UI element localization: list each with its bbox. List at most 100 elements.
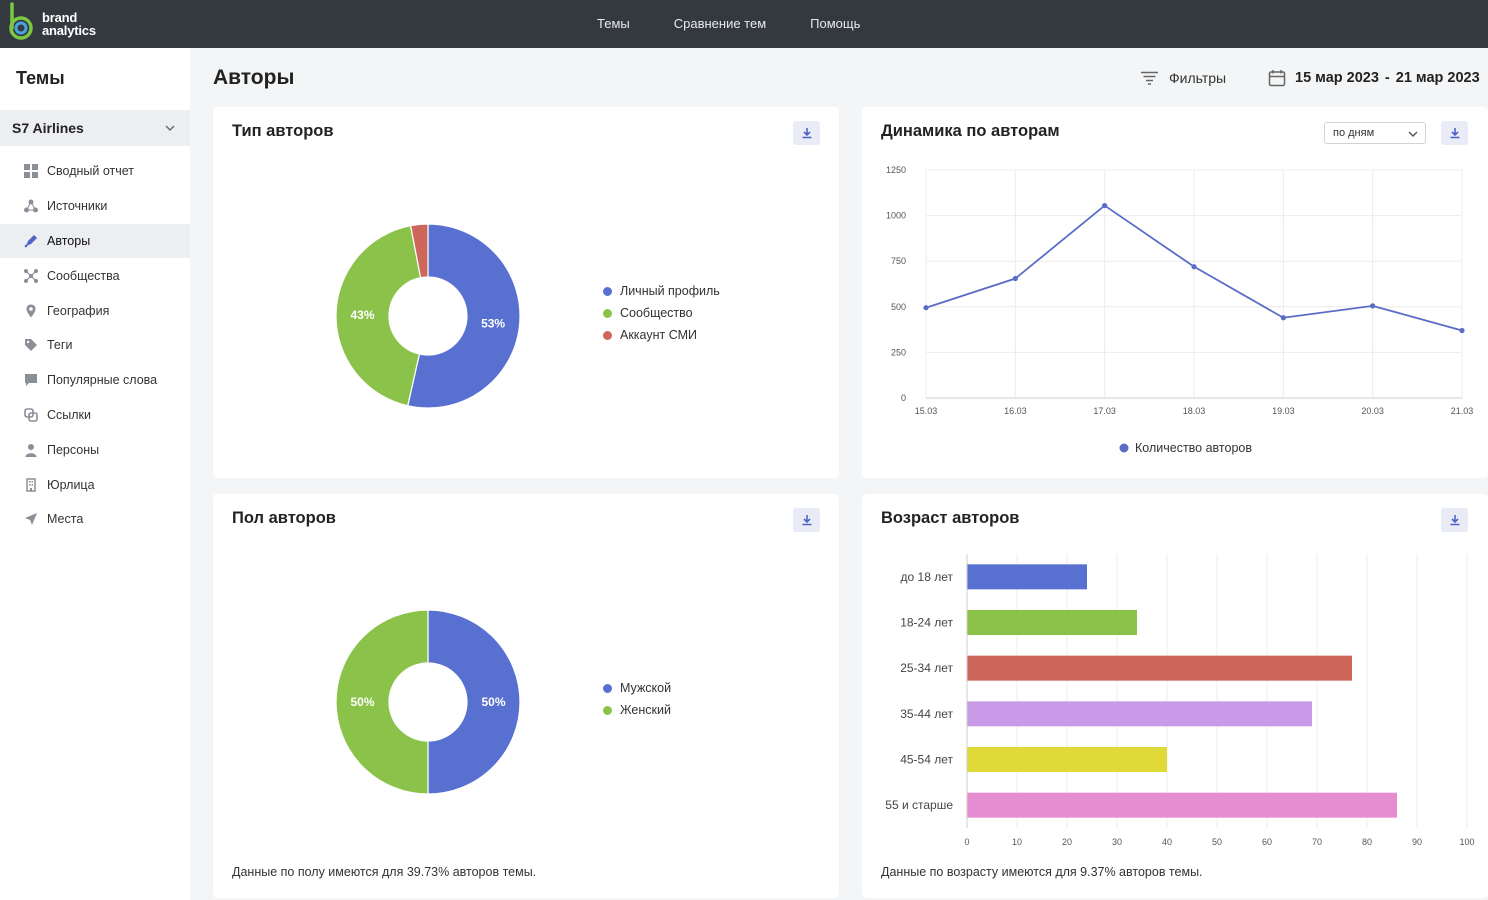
card-title: Динамика по авторам: [881, 122, 1060, 140]
bar[interactable]: [967, 701, 1312, 727]
period-select[interactable]: по дням: [1324, 122, 1426, 144]
calendar-icon: [1268, 70, 1286, 87]
download-button[interactable]: [1441, 121, 1468, 145]
y-tick-label: 500: [891, 302, 906, 312]
sidebar-item-label: Популярные слова: [47, 373, 158, 388]
data-point[interactable]: [1012, 275, 1018, 282]
sidebar-item-popular-words[interactable]: Популярные слова: [0, 363, 190, 398]
download-icon: [1450, 515, 1459, 526]
location-pin-icon: [23, 303, 38, 318]
date-separator: -: [1384, 70, 1390, 86]
sidebar-item-tags[interactable]: Теги: [0, 328, 190, 363]
sidebar-item-sources[interactable]: Источники: [0, 189, 190, 224]
page-title: Авторы: [213, 66, 295, 89]
download-button[interactable]: [793, 508, 820, 532]
donut-slice[interactable]: [427, 609, 521, 795]
author-type-card: Тип авторов 53% 43% Личный профиль Сообщес…: [213, 107, 839, 478]
pen-icon: [23, 233, 38, 248]
x-tick-label: 40: [1162, 837, 1172, 847]
legend-label: Сообщество: [620, 306, 693, 320]
bar[interactable]: [967, 747, 1167, 772]
sidebar-item-label: Источники: [47, 199, 108, 214]
author-type-legend: Личный профиль Сообщество Аккаунт СМИ: [603, 280, 720, 346]
y-tick-label: 0: [901, 393, 906, 403]
top-nav: Темы Сравнение тем Помощь: [575, 0, 882, 48]
data-point[interactable]: [1280, 315, 1286, 321]
legend-item[interactable]: Мужской: [603, 677, 671, 699]
date-range-picker[interactable]: 15 мар 2023 - 21 мар 2023: [1268, 66, 1480, 90]
legend-dot-icon: [603, 705, 612, 715]
legend-label: Мужской: [620, 681, 672, 695]
sidebar-item-persons[interactable]: Персоны: [0, 432, 190, 467]
x-tick-label: 19.03: [1272, 406, 1295, 416]
data-point[interactable]: [1191, 264, 1197, 270]
legend-label[interactable]: Количество авторов: [1135, 441, 1252, 455]
top-bar: brand analytics Темы Сравнение тем Помощ…: [0, 0, 1488, 48]
sidebar-item-communities[interactable]: Сообщества: [0, 258, 190, 293]
data-point[interactable]: [1102, 202, 1108, 209]
sidebar-item-label: Сообщества: [47, 268, 120, 283]
sidebar-item-label: Сводный отчет: [47, 164, 135, 179]
nav-compare-themes[interactable]: Сравнение тем: [673, 16, 767, 31]
legend-dot-icon: [603, 308, 612, 318]
sidebar-item-links[interactable]: Ссылки: [0, 398, 190, 433]
data-point[interactable]: [1370, 303, 1376, 309]
gender-card: Пол авторов 50% 50% Мужской Женский Данные…: [213, 494, 839, 898]
bar[interactable]: [967, 564, 1087, 590]
sources-icon: [23, 199, 38, 214]
link-icon: [23, 407, 38, 422]
legend-item[interactable]: Сообщество: [603, 302, 720, 324]
legend-item[interactable]: Личный профиль: [603, 280, 720, 302]
y-tick-label: 750: [891, 256, 906, 266]
card-title: Возраст авторов: [881, 509, 1020, 527]
x-tick-label: 70: [1312, 837, 1322, 847]
chevron-down-icon: [1408, 131, 1418, 137]
y-category-label: до 18 лет: [901, 570, 954, 584]
download-icon: [1450, 128, 1459, 139]
sidebar-item-summary-report[interactable]: Сводный отчет: [0, 154, 190, 189]
theme-selector[interactable]: S7 Airlines: [0, 110, 190, 146]
x-tick-label: 30: [1112, 837, 1122, 847]
age-bar-chart: 0 10 20 30 40 50 60 70 80 90 100 до 18 лет 18-24 лет…: [885, 554, 1475, 847]
bar[interactable]: [967, 610, 1137, 635]
gender-legend: Мужской Женский: [603, 677, 671, 721]
period-select-value: по дням: [1333, 127, 1375, 139]
legend-item[interactable]: Аккаунт СМИ: [603, 324, 720, 346]
donut-slice[interactable]: [335, 609, 429, 795]
donut-slice[interactable]: [409, 223, 429, 279]
x-tick-label: 18.03: [1183, 406, 1206, 416]
data-point[interactable]: [1459, 327, 1465, 334]
sidebar-item-legal-entities[interactable]: Юрлица: [0, 467, 190, 502]
sidebar-item-geography[interactable]: География: [0, 293, 190, 328]
x-tick-label: 80: [1362, 837, 1372, 847]
download-icon: [802, 515, 811, 526]
x-tick-label: 100: [1459, 837, 1474, 847]
legend-item[interactable]: Женский: [603, 699, 671, 721]
navigation-arrow-icon: [23, 512, 38, 527]
dynamics-card: Динамика по авторам по дням 0 250 500 750 10…: [862, 107, 1488, 478]
donut-slice[interactable]: [335, 224, 422, 407]
nav-themes[interactable]: Темы: [597, 16, 630, 31]
filters-button[interactable]: Фильтры: [1140, 66, 1226, 90]
y-category-label: 18-24 лет: [900, 616, 953, 630]
brand-logo[interactable]: brand analytics: [6, 2, 116, 44]
y-tick-label: 250: [891, 347, 906, 357]
download-button[interactable]: [793, 121, 820, 145]
bar[interactable]: [967, 792, 1397, 818]
grid-icon: [23, 164, 38, 179]
sidebar: Темы S7 Airlines Сводный отчет Источники…: [0, 48, 190, 900]
sidebar-item-label: Юрлица: [47, 477, 95, 492]
sidebar-item-authors[interactable]: Авторы: [0, 223, 190, 259]
download-button[interactable]: [1441, 508, 1468, 532]
donut-slice[interactable]: [407, 223, 521, 409]
nav-help[interactable]: Помощь: [810, 16, 861, 31]
bar[interactable]: [967, 655, 1352, 681]
sidebar-item-places[interactable]: Места: [0, 502, 190, 537]
x-tick-label: 17.03: [1093, 406, 1116, 416]
filters-label: Фильтры: [1169, 70, 1227, 86]
x-tick-label: 10: [1012, 837, 1022, 847]
data-point[interactable]: [923, 305, 929, 311]
sidebar-item-label: Персоны: [47, 442, 100, 457]
legend-label: Женский: [620, 703, 671, 717]
y-tick-label: 1000: [886, 211, 906, 221]
